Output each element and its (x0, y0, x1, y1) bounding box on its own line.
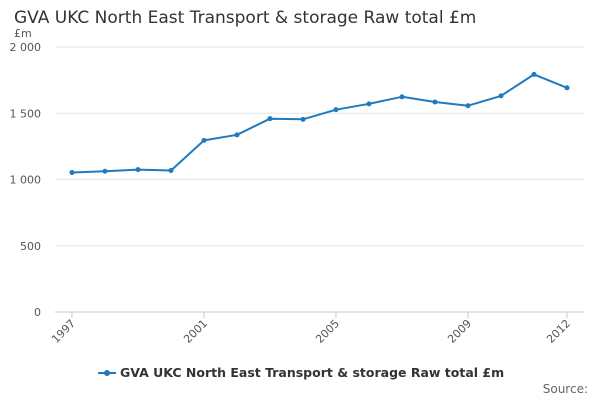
y-tick-label: 0 (34, 306, 41, 319)
series-line (71, 73, 568, 174)
data-point (432, 99, 438, 105)
data-point (531, 71, 537, 77)
x-tick-label: 2012 (544, 317, 573, 346)
x-axis-ticks: 1997 2001 2005 2009 2012 (49, 312, 573, 346)
grid-lines (55, 46, 584, 313)
x-tick-label: 2009 (445, 317, 474, 346)
data-point (69, 169, 75, 175)
chart-title: GVA UKC North East Transport & storage R… (14, 8, 477, 28)
data-point (267, 116, 273, 122)
x-tick-label: 1997 (49, 317, 78, 346)
legend-dot (104, 369, 110, 376)
y-tick-label: 500 (20, 240, 41, 253)
x-tick-label: 2005 (313, 317, 342, 346)
x-tick-label: 2001 (181, 317, 210, 346)
legend[interactable]: GVA UKC North East Transport & storage R… (98, 365, 504, 380)
data-point (399, 94, 405, 100)
source-label: Source: (542, 382, 588, 396)
data-point (333, 107, 339, 113)
data-point (498, 93, 504, 99)
legend-marker-icon (98, 368, 116, 378)
legend-label: GVA UKC North East Transport & storage R… (120, 365, 505, 380)
series-group (69, 71, 570, 175)
data-point (135, 167, 141, 173)
data-point (168, 167, 174, 173)
data-point (300, 116, 306, 122)
data-point (564, 85, 570, 91)
y-axis-unit-label: £m (14, 27, 32, 40)
y-tick-label: 1 000 (10, 174, 42, 187)
data-point (234, 132, 240, 138)
y-tick-label: 1 500 (10, 107, 42, 120)
data-point (201, 137, 207, 143)
data-point (102, 168, 108, 174)
data-point (366, 101, 372, 107)
data-point (465, 103, 471, 109)
y-axis-ticks: 0 500 1 000 1 500 2 000 (10, 41, 42, 319)
y-tick-label: 2 000 (10, 41, 42, 54)
